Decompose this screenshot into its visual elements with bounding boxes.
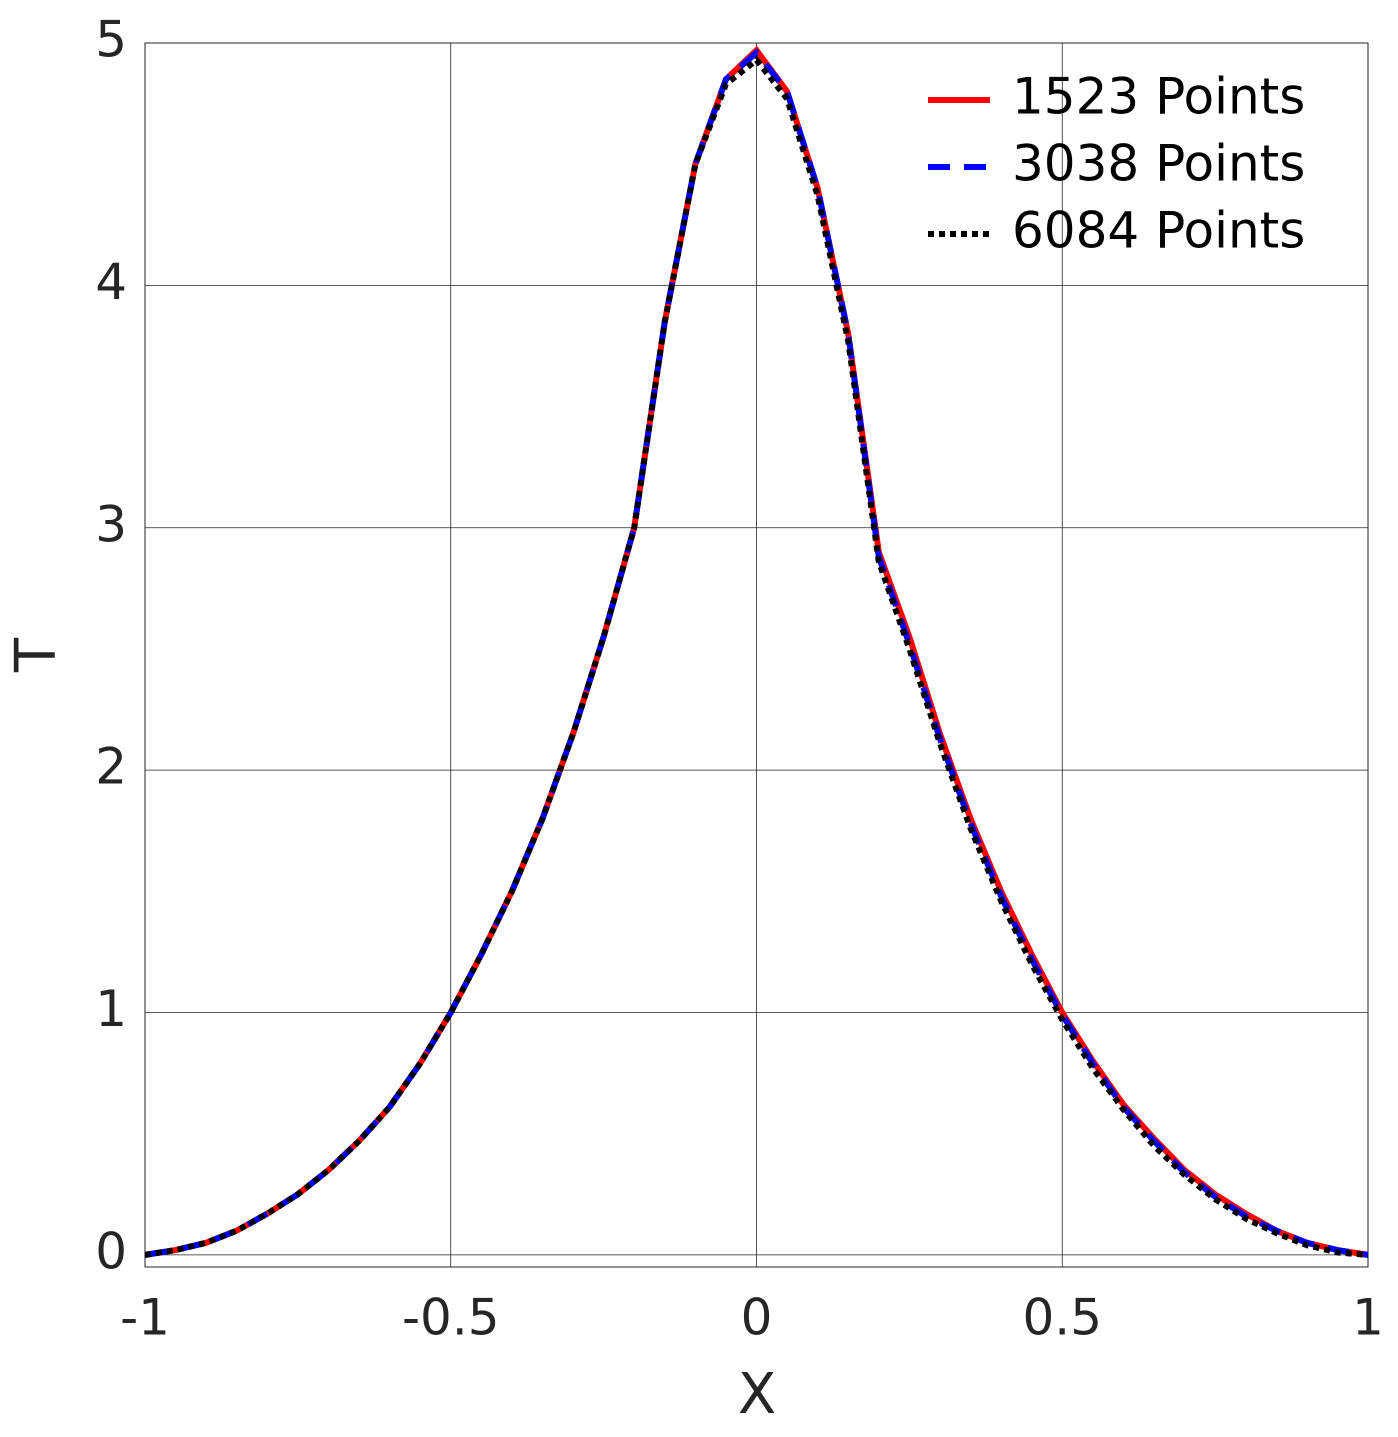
y-tick-label: 2 (95, 738, 127, 796)
x-tick-label: 1 (1352, 1289, 1384, 1347)
y-tick-label: 3 (95, 495, 127, 553)
y-tick-label: 4 (95, 253, 127, 311)
x-axis-label: X (738, 1362, 776, 1427)
legend-label: 3038 Points (1012, 135, 1305, 193)
y-tick-label: 0 (95, 1222, 127, 1280)
legend-label: 1523 Points (1012, 68, 1305, 126)
y-axis-label: T (4, 637, 69, 673)
x-tick-label: 0.5 (1022, 1289, 1102, 1347)
y-tick-label: 5 (95, 11, 127, 69)
y-tick-label: 1 (95, 980, 127, 1038)
x-tick-label: -1 (120, 1289, 170, 1347)
plot-frame (144, 42, 1369, 1268)
legend-label: 6084 Points (1012, 202, 1305, 260)
x-tick-label: 0 (741, 1289, 773, 1347)
series-line (144, 55, 1369, 1258)
x-tick-label: -0.5 (402, 1289, 500, 1347)
